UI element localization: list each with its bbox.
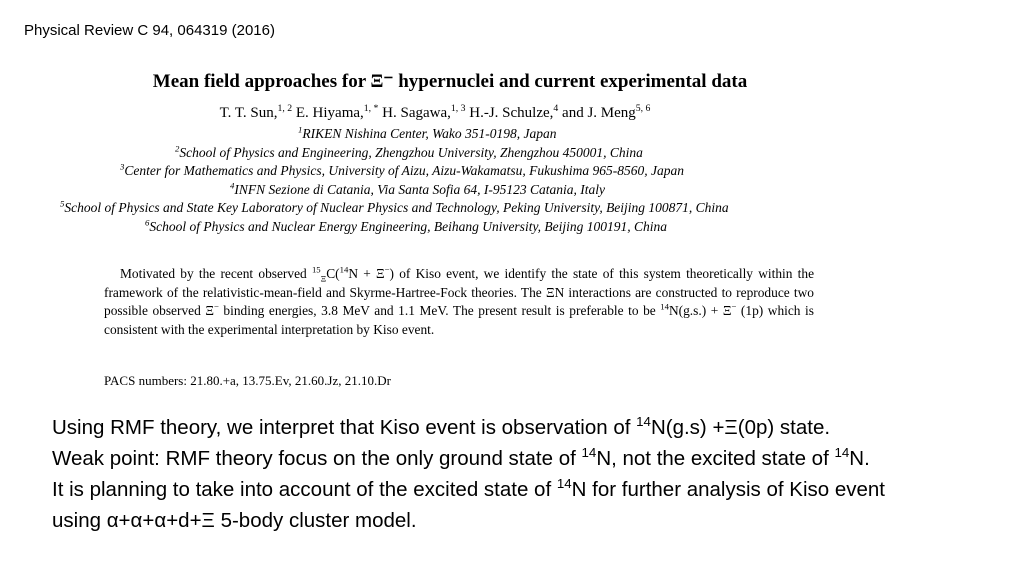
note-line: using α+α+α+d+Ξ 5-body cluster model. [52,509,417,532]
note-line: It is planning to take into account of t… [52,476,885,501]
affiliation: 5School of Physics and State Key Laborat… [60,198,729,215]
paper-title: Mean field approaches for Ξ⁻ hypernuclei… [152,71,748,92]
note-line: Using RMF theory, we interpret that Kiso… [52,414,831,439]
author: E. Hiyama,1, * [295,103,379,121]
note-line: Weak point: RMF theory focus on the only… [52,445,870,470]
affiliation: 6School of Physics and Nuclear Energy En… [145,217,668,234]
affiliation: 1RIKEN Nishina Center, Wako 351-0198, Ja… [298,124,557,141]
author: H.-J. Schulze,4 [469,103,559,121]
abstract: Motivated by the recent observed 15ΞC(14… [104,264,815,337]
citation-header: Physical Review C 94, 064319 (2016) [24,22,275,39]
author: H. Sagawa,1, 3 [382,103,466,121]
paper-header: Mean field approaches for Ξ⁻ hypernuclei… [60,70,880,236]
author: T. T. Sun,1, 2 [219,103,293,121]
affiliation: 4INFN Sezione di Catania, Via Santa Sofi… [230,180,605,197]
pacs-numbers: PACS numbers: 21.80.+a, 13.75.Ev, 21.60.… [104,373,391,388]
slide-notes: Using RMF theory, we interpret that Kiso… [52,412,885,536]
affiliation-list: 1RIKEN Nishina Center, Wako 351-0198, Ja… [60,125,880,236]
affiliation: 3Center for Mathematics and Physics, Uni… [120,161,684,178]
author-list: T. T. Sun,1, 2 E. Hiyama,1, * H. Sagawa,… [25,103,845,122]
affiliation: 2School of Physics and Engineering, Zhen… [175,143,643,160]
author: and J. Meng5, 6 [562,103,651,121]
